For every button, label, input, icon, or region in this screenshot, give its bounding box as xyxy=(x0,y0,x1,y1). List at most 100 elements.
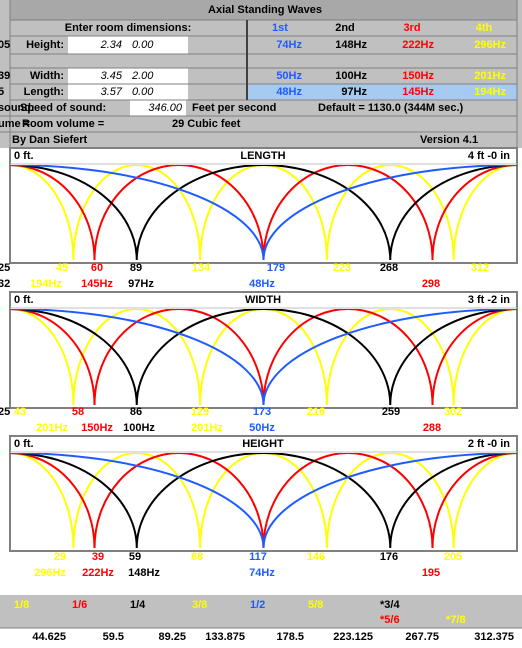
cell-borders xyxy=(0,0,518,148)
mode-frequency: 222Hz xyxy=(82,567,114,579)
harmonic-frequency: 201Hz xyxy=(474,70,506,82)
node-position: 58 xyxy=(72,406,84,418)
node-position: 89 xyxy=(130,262,142,274)
inches-value: 0.00 xyxy=(132,86,154,98)
mode-frequency: 74Hz xyxy=(249,567,275,579)
mode-frequency: 145Hz xyxy=(81,278,113,290)
harmonic-header: 2nd xyxy=(335,22,355,34)
node-position: 29 xyxy=(54,551,66,563)
harmonic-frequency: 150Hz xyxy=(402,70,434,82)
wave-group xyxy=(10,453,517,549)
clipped-label: ume = xyxy=(0,118,30,130)
plot-frame xyxy=(9,435,518,552)
harmonic-header: 3rd xyxy=(403,22,420,34)
plot-end: 3 ft -2 in xyxy=(468,294,510,306)
harmonic-frequency: 100Hz xyxy=(335,70,367,82)
plot-frame xyxy=(9,147,518,264)
speed-unit: Feet per second xyxy=(192,102,276,114)
prompt: Enter room dimensions: xyxy=(65,22,192,34)
plot-start: 0 ft. xyxy=(14,438,34,450)
speed-label: Speed of sound: xyxy=(20,102,106,114)
harmonic-frequency: 222Hz xyxy=(402,39,434,51)
wave-group xyxy=(10,165,517,261)
mode-frequency: 50Hz xyxy=(249,422,275,434)
mode-frequency: 288 xyxy=(423,422,441,434)
fraction-label: 1/8 xyxy=(14,599,29,611)
width-input[interactable] xyxy=(68,68,188,84)
node-position: 302 xyxy=(444,406,462,418)
mode-frequency: 201Hz xyxy=(36,422,68,434)
fraction-label: 5/8 xyxy=(308,599,323,611)
fraction-label: 1/2 xyxy=(250,599,265,611)
mode-frequency: 48Hz xyxy=(249,278,275,290)
feet-value: 3.57 xyxy=(101,86,123,98)
wave-curve xyxy=(10,309,517,406)
node-position: 39 xyxy=(92,551,104,563)
dimension-label: Width: xyxy=(30,70,64,82)
speed-input[interactable] xyxy=(130,100,186,116)
distance-value: 267.75 xyxy=(405,631,439,643)
mode-frequency: 298 xyxy=(422,278,440,290)
plot-end: 4 ft -0 in xyxy=(468,150,510,162)
node-position: 173 xyxy=(253,406,271,418)
mode-frequency: 148Hz xyxy=(128,567,160,579)
plot-title: LENGTH xyxy=(240,150,285,162)
inches-value: 2.00 xyxy=(131,70,154,82)
wave-curve xyxy=(10,453,517,549)
clipped-label: 32 xyxy=(0,278,10,290)
node-position: 129 xyxy=(191,406,209,418)
fraction-label: *7/8 xyxy=(446,614,466,626)
node-position: 268 xyxy=(380,262,398,274)
clipped-label: sound: xyxy=(0,102,35,114)
harmonic-header: 1st xyxy=(272,22,288,34)
mode-frequency: 97Hz xyxy=(128,278,154,290)
node-position: 43 xyxy=(14,406,26,418)
node-position: 223 xyxy=(333,262,351,274)
mode-frequency: 201Hz xyxy=(191,422,223,434)
harmonic-frequency: 97Hz xyxy=(341,86,367,98)
node-position: 312 xyxy=(471,262,489,274)
harmonic-header: 4th xyxy=(476,22,493,34)
node-position: 216 xyxy=(307,406,325,418)
length-row-highlight xyxy=(247,84,517,100)
harmonic-frequency: 50Hz xyxy=(276,70,302,82)
mode-frequency: 150Hz xyxy=(81,422,113,434)
wave-curve xyxy=(10,309,517,406)
version: Version 4.1 xyxy=(420,134,478,146)
distance-value: 89.25 xyxy=(158,631,186,643)
node-position: 179 xyxy=(267,262,285,274)
mode-frequency: 195 xyxy=(422,567,440,579)
plot-end: 2 ft -0 in xyxy=(468,438,510,450)
plot-start: 0 ft. xyxy=(14,150,34,162)
harmonic-frequency: 48Hz xyxy=(276,86,302,98)
fraction-label: 1/4 xyxy=(130,599,146,611)
fraction-label: *5/6 xyxy=(380,614,400,626)
node-position: 117 xyxy=(249,551,267,563)
distance-value: 133.875 xyxy=(205,631,245,643)
feet-value: 2.34 xyxy=(100,39,122,51)
distance-value: 44.625 xyxy=(32,631,66,643)
mode-frequency: 100Hz xyxy=(123,422,155,434)
distance-value: 223.125 xyxy=(333,631,373,643)
mode-frequency: 194Hz xyxy=(30,278,62,290)
distance-value: 59.5 xyxy=(103,631,124,643)
title-bar xyxy=(10,0,517,20)
distance-value: 178.5 xyxy=(276,631,304,643)
node-position: 88 xyxy=(191,551,203,563)
feet-value: 3.45 xyxy=(101,70,123,82)
node-position: 146 xyxy=(307,551,325,563)
length-input[interactable] xyxy=(68,84,188,100)
inches-value: 0.00 xyxy=(132,39,154,51)
speed-default: Default = 1130.0 (344M sec.) xyxy=(318,102,464,114)
plot-frame xyxy=(9,291,518,409)
dimension-label: Length: xyxy=(24,86,64,98)
speed-value: 346.00 xyxy=(148,102,183,114)
wave-curve xyxy=(10,453,517,549)
node-position: 45 xyxy=(56,262,68,274)
height-input[interactable] xyxy=(68,36,188,54)
wave-group xyxy=(10,309,517,406)
mode-frequency: 296Hz xyxy=(34,567,66,579)
fraction-label: 1/6 xyxy=(72,599,87,611)
node-position: 60 xyxy=(91,262,103,274)
